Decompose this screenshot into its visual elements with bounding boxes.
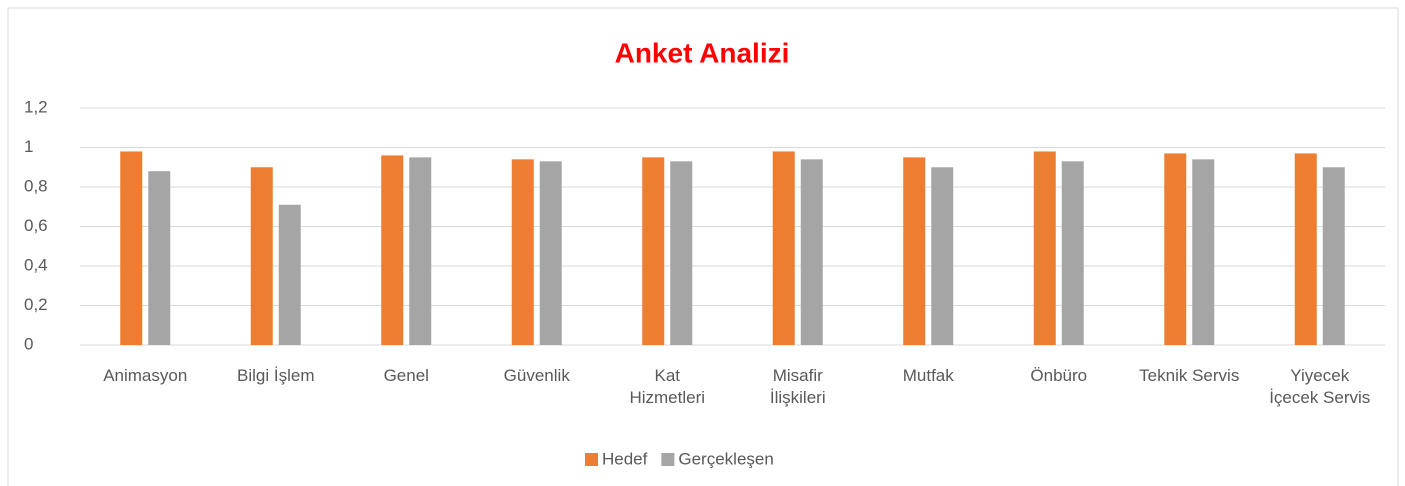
bar (1061, 161, 1084, 345)
bar (1033, 151, 1056, 345)
bar (800, 159, 823, 345)
bar (148, 171, 171, 345)
y-tick-label: 0,4 (24, 255, 48, 274)
x-tick-label: Genel (383, 366, 429, 385)
x-tick-label: Animasyon (103, 366, 188, 385)
y-tick-label: 1 (24, 137, 33, 156)
bar (903, 157, 926, 345)
bar (931, 167, 954, 345)
x-tick-label: Yiyecek İçecek Servis (1269, 366, 1371, 407)
x-tick-label: Bilgi İşlem (237, 366, 315, 385)
x-tick-label: Misafir İlişkileri (769, 366, 826, 407)
bar (1164, 153, 1187, 345)
x-tick-label: Mutfak (902, 366, 954, 385)
legend-label: Gerçekleşen (678, 449, 773, 468)
chart-border (7, 7, 1399, 486)
legend-swatch (661, 453, 675, 466)
bar (381, 155, 404, 345)
chart-title: Anket Analizi (615, 37, 790, 68)
bar (1192, 159, 1215, 345)
y-tick-label: 0 (24, 334, 33, 353)
y-tick-label: 1,2 (24, 97, 48, 116)
x-tick-label: Önbüro (1030, 366, 1088, 385)
legend-swatch (585, 453, 598, 466)
bar (642, 157, 665, 345)
bar (670, 161, 693, 345)
x-tick-label: Teknik Servis (1139, 366, 1240, 385)
y-tick-label: 0,6 (24, 216, 48, 235)
legend-label: Hedef (602, 449, 648, 468)
x-tick-label: Kat Hizmetleri (629, 366, 706, 407)
bar (1294, 153, 1317, 345)
bar (1322, 167, 1345, 345)
x-tick-label: Güvenlik (503, 366, 570, 385)
bar (511, 159, 534, 345)
y-tick-label: 0,2 (24, 295, 48, 314)
bar (409, 157, 432, 345)
bar (120, 151, 143, 345)
bar (278, 204, 301, 345)
bar (772, 151, 795, 345)
bar (539, 161, 562, 345)
bar (250, 167, 273, 345)
y-tick-label: 0,8 (24, 176, 48, 195)
